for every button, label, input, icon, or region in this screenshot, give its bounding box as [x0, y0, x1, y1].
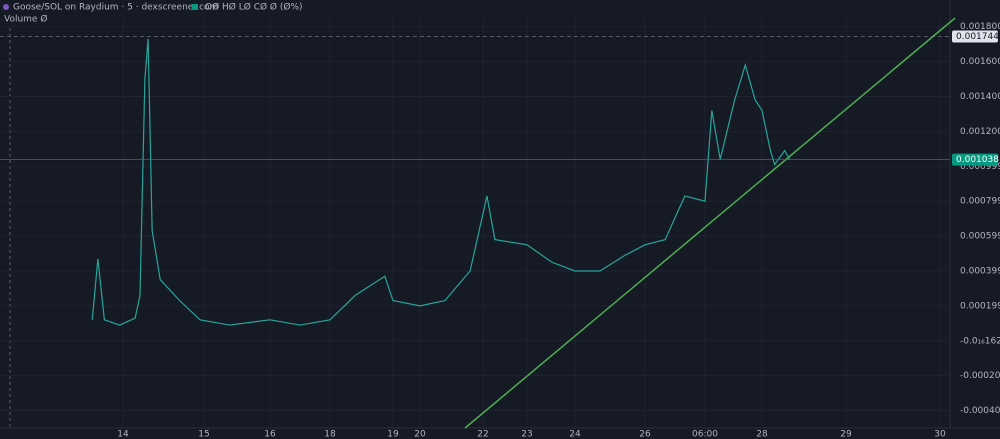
y-tick-label: 0.0009999	[960, 162, 1000, 172]
y-tick-label: 0.001600	[960, 57, 1000, 67]
y-tick-label: 0.001200	[960, 127, 1000, 137]
y-tick-label: -0.0002000	[960, 371, 1000, 381]
status-dot	[192, 4, 198, 10]
x-tick-label: 15	[198, 430, 209, 439]
x-tick-label: 30	[934, 430, 946, 439]
x-tick-label: 06:00	[692, 430, 718, 439]
price-line	[91, 38, 791, 326]
trendline	[464, 17, 956, 429]
x-tick-label: 22	[477, 430, 488, 439]
y-tick-label: 0.0007999	[960, 197, 1000, 207]
x-tick-label: 14	[117, 430, 129, 439]
y-tick-label: 0.0003999	[960, 266, 1000, 276]
price-label-box	[952, 153, 998, 166]
x-tick-label: 19	[387, 430, 399, 439]
volume-label: Volume Ø	[4, 14, 47, 25]
y-tick-label: 0.0005999	[960, 232, 1000, 242]
x-tick-label: 23	[521, 430, 532, 439]
x-tick-label: 24	[569, 430, 581, 439]
y-tick-label: 0.0001999	[960, 301, 1000, 311]
x-tick-label: 16	[264, 430, 276, 439]
y-tick-label: -0.0₁₆1626	[960, 336, 1000, 346]
y-tick-label: 0.001800	[960, 22, 1000, 32]
y-tick-label: 0.001400	[960, 92, 1000, 102]
x-tick-label: 29	[840, 430, 852, 439]
x-tick-label: 28	[756, 430, 768, 439]
price-label: 0.001038	[956, 155, 999, 165]
y-tick-label: -0.0004000	[960, 406, 1000, 416]
x-tick-label: 20	[414, 430, 426, 439]
ohlc-values: OØ HØ LØ CØ Ø (Ø%)	[205, 2, 303, 13]
price-label-box	[952, 30, 998, 43]
logo-dot	[3, 4, 9, 10]
chart-title: Goose/SOL on Raydium · 5 · dexscreener.c…	[13, 3, 218, 13]
x-tick-label: 18	[324, 430, 336, 439]
x-tick-label: 26	[639, 430, 651, 439]
price-label: 0.001744	[956, 32, 999, 42]
